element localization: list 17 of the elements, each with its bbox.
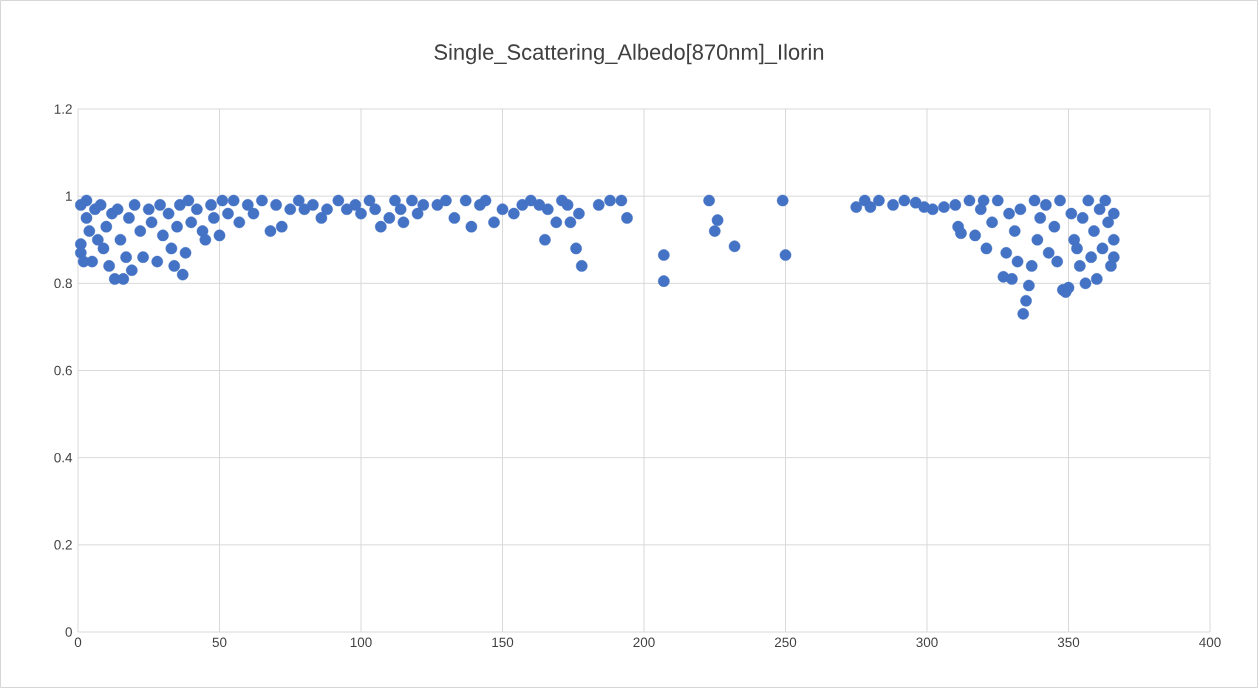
y-tick-label: 0 [65,627,72,637]
x-tick-label: 0 [74,637,82,648]
y-tick-label: 0.2 [54,540,72,550]
x-tick-label: 250 [774,637,797,648]
y-tick-label: 0.6 [54,365,72,376]
chart-title: Single_Scattering_Albedo[870nm]_Ilorin [434,43,824,65]
x-tick-label: 200 [633,637,655,648]
y-tick-label: 1.2 [54,104,72,114]
x-tick-label: 300 [916,637,938,648]
y-tick-label: 0.8 [54,278,72,289]
x-tick-label: 50 [212,637,227,648]
y-tick-label: 0.4 [54,452,73,463]
x-tick-label: 150 [492,637,514,648]
x-tick-label: 350 [1057,637,1080,648]
x-tick-label: 100 [350,637,372,648]
x-tick-label: 400 [1199,637,1221,648]
y-tick-label: 1 [66,191,72,201]
